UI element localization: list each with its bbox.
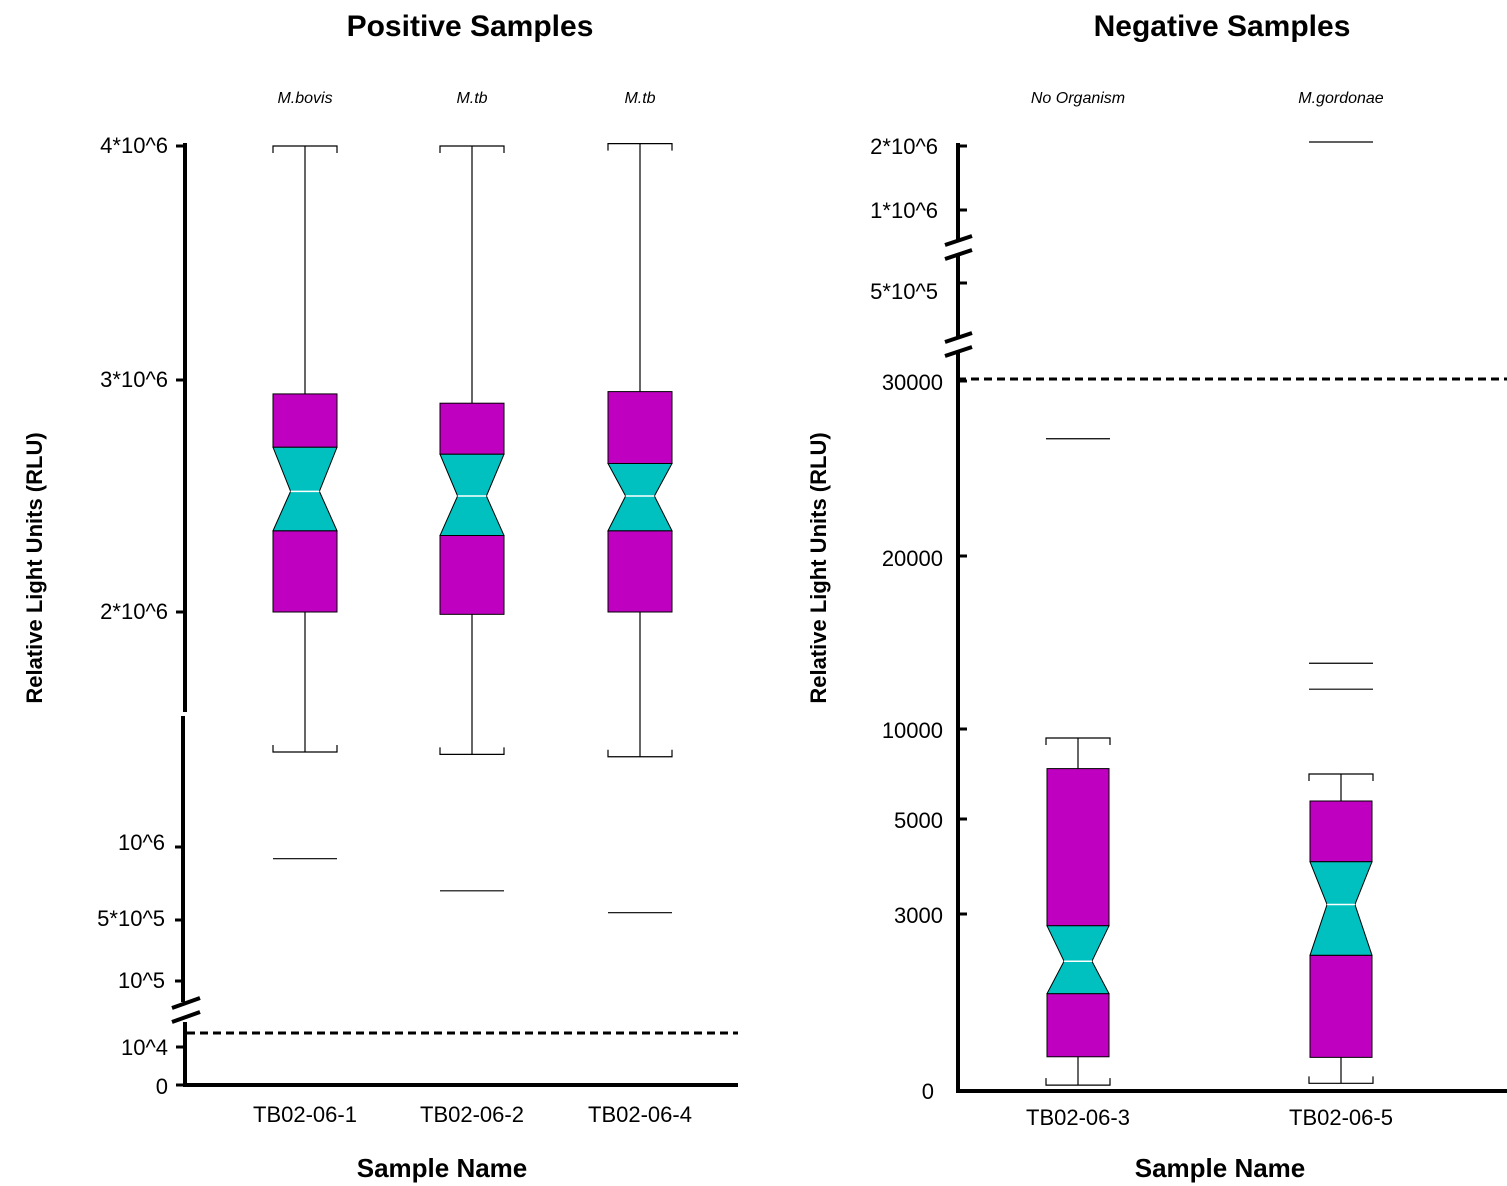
positive-y-tick-label: 2*10^6 [100, 599, 168, 624]
box-lower-quartile [1046, 993, 1110, 1058]
negative-title: Negative Samples [1094, 10, 1351, 43]
positive-y-axis-label: Relative Light Units (RLU) [22, 432, 47, 703]
organism-label: No Organism [1031, 90, 1125, 107]
organism-label: M.tb [456, 90, 487, 107]
x-tick-label: TB02-06-4 [588, 1102, 692, 1127]
box-lower-quartile [1309, 954, 1373, 1058]
negative-axis-break-mark [944, 234, 973, 247]
negative-y-ticks: 2*10^6 1*10^6 5*10^5 30000 20000 10000 5… [870, 134, 967, 1104]
negative-y-tick-label: 10000 [882, 718, 943, 743]
whisker-cap-high [272, 145, 338, 153]
positive-y-tick-label: 10^4 [121, 1035, 168, 1060]
box-upper-quartile [1309, 800, 1373, 863]
whisker-cap-low [607, 749, 673, 758]
negative-y-axis-label: Relative Light Units (RLU) [806, 432, 831, 703]
negative-axis-break-mark [944, 331, 973, 344]
organism-label: M.gordonae [1298, 90, 1383, 107]
whisker-cap-low [1308, 1076, 1374, 1084]
whisker-cap-high [607, 143, 673, 151]
whisker-cap-high [1045, 737, 1111, 745]
negative-y-tick-label: 3000 [894, 903, 943, 928]
positive-axis-break-mark [171, 996, 201, 1010]
positive-y-tick-label: 3*10^6 [100, 367, 168, 392]
negative-x-axis-label: Sample Name [1135, 1153, 1306, 1183]
box-notch [439, 453, 505, 536]
positive-y-tick-label: 10^5 [118, 968, 165, 993]
positive-x-axis-label: Sample Name [357, 1153, 528, 1183]
negative-axis-break-mark [944, 248, 973, 261]
box-upper-quartile [1046, 768, 1110, 927]
negative-y-tick-label: 2*10^6 [870, 134, 938, 159]
positive-y-tick-label: 4*10^6 [100, 133, 168, 158]
whisker-cap-low [272, 745, 338, 753]
positive-y-tick-label: 0 [156, 1074, 168, 1099]
box-upper-quartile [607, 391, 673, 465]
organism-label: M.bovis [277, 90, 332, 107]
box-lower-quartile [272, 530, 338, 613]
whisker-cap-high [439, 145, 505, 153]
box-lower-quartile [439, 534, 505, 615]
positive-title: Positive Samples [347, 10, 594, 43]
x-tick-label: TB02-06-1 [253, 1102, 357, 1127]
positive-y-tick-label: 10^6 [118, 830, 165, 855]
positive-y-tick-label: 5*10^5 [97, 906, 165, 931]
box-notch [607, 463, 673, 532]
negative-panel: Negative Samples Relative Light Units (R… [806, 10, 1507, 1183]
x-tick-label: TB02-06-2 [420, 1102, 524, 1127]
negative-y-tick-label: 5*10^5 [870, 279, 938, 304]
negative-y-tick-label: 0 [922, 1079, 934, 1104]
x-tick-label: TB02-06-3 [1026, 1105, 1130, 1130]
box-upper-quartile [272, 393, 338, 448]
negative-axis-break-mark [944, 345, 973, 358]
whisker-cap-low [1045, 1078, 1111, 1086]
organism-label: M.tb [624, 90, 655, 107]
positive-panel: Positive Samples Relative Light Units (R… [22, 10, 738, 1183]
box-upper-quartile [439, 402, 505, 455]
negative-y-tick-label: 5000 [894, 808, 943, 833]
positive-boxes: TB02-06-1 M.bovis TB02-06-2 M.tb TB02-06-4 M.… [253, 90, 692, 1127]
box-notch [1309, 861, 1373, 956]
positive-y-ticks: 4*10^6 3*10^6 2*10^6 10^6 5*10^5 10^5 10… [97, 133, 185, 1099]
box-notch [272, 446, 338, 532]
negative-boxes: TB02-06-3 No Organism TB02-06-5 M.gordonae [1026, 90, 1393, 1130]
positive-axis-break-mark [171, 1010, 201, 1024]
box-lower-quartile [607, 530, 673, 613]
negative-y-tick-label: 20000 [882, 546, 943, 571]
negative-y-tick-label: 1*10^6 [870, 198, 938, 223]
whisker-cap-high [1308, 773, 1374, 781]
box-notch [1046, 925, 1110, 995]
x-tick-label: TB02-06-5 [1289, 1105, 1393, 1130]
whisker-cap-low [439, 747, 505, 755]
negative-y-tick-label: 30000 [882, 370, 943, 395]
